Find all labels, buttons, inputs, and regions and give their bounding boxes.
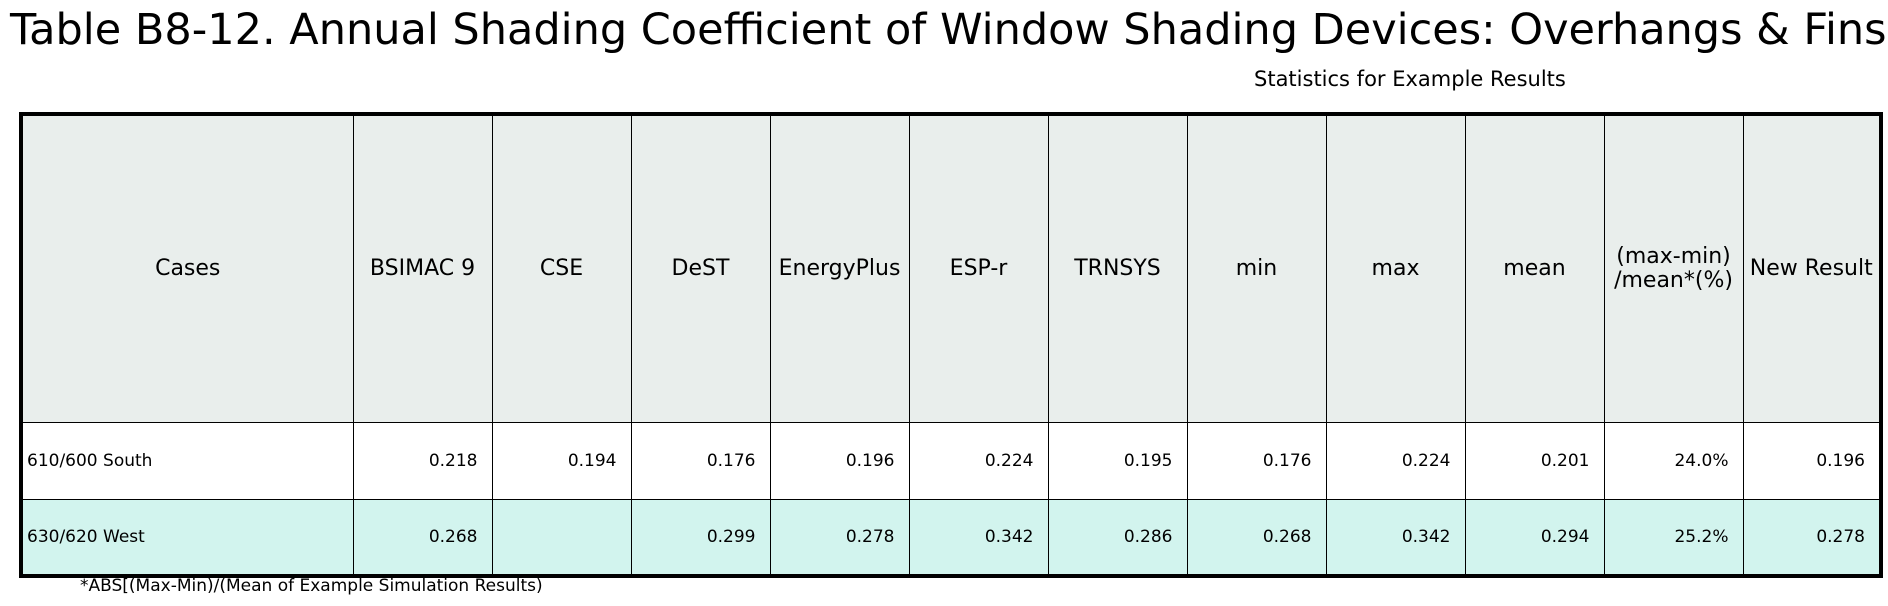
- case-cell: 630/620 West: [20, 499, 354, 577]
- column-header-cases: Cases: [20, 113, 354, 423]
- value-cell: 0.342: [1325, 499, 1466, 577]
- value-cell: 0.224: [908, 422, 1049, 500]
- column-header-trnsys: TRNSYS: [1047, 113, 1188, 423]
- value-cell: 25.2%: [1603, 499, 1744, 577]
- value-cell: 0.176: [630, 422, 771, 500]
- column-header-cse: CSE: [491, 113, 632, 423]
- table-header-row: Cases BSIMAC 9 CSE DeST EnergyPlus ESP-r…: [20, 113, 1882, 423]
- column-header-bsimac: BSIMAC 9: [352, 113, 493, 423]
- value-cell: 0.278: [1742, 499, 1882, 577]
- value-cell: 0.176: [1186, 422, 1327, 500]
- value-cell: 0.294: [1464, 499, 1605, 577]
- value-cell: 0.201: [1464, 422, 1605, 500]
- column-header-dest: DeST: [630, 113, 771, 423]
- column-header-new-result: New Result: [1742, 113, 1882, 423]
- value-cell: 0.196: [769, 422, 910, 500]
- column-header-mean: mean: [1464, 113, 1605, 423]
- column-header-min: min: [1186, 113, 1327, 423]
- value-cell: [491, 499, 632, 577]
- table-row: 610/600 South 0.218 0.194 0.176 0.196 0.…: [20, 422, 1882, 500]
- value-cell: 0.286: [1047, 499, 1188, 577]
- value-cell: 24.0%: [1603, 422, 1744, 500]
- page-title: Table B8-12. Annual Shading Coefficient …: [10, 5, 1887, 55]
- value-cell: 0.196: [1742, 422, 1882, 500]
- value-cell: 0.268: [352, 499, 493, 577]
- value-cell: 0.268: [1186, 499, 1327, 577]
- value-cell: 0.278: [769, 499, 910, 577]
- column-header-max: max: [1325, 113, 1466, 423]
- case-cell: 610/600 South: [20, 422, 354, 500]
- column-header-energyplus: EnergyPlus: [769, 113, 910, 423]
- value-cell: 0.342: [908, 499, 1049, 577]
- value-cell: 0.224: [1325, 422, 1466, 500]
- value-cell: 0.194: [491, 422, 632, 500]
- column-header-esp-r: ESP-r: [908, 113, 1049, 423]
- column-header-range-pct: (max-min) /mean*(%): [1603, 113, 1744, 423]
- value-cell: 0.218: [352, 422, 493, 500]
- table-subtitle: Statistics for Example Results: [1254, 67, 1566, 91]
- value-cell: 0.299: [630, 499, 771, 577]
- table-row: 630/620 West 0.268 0.299 0.278 0.342 0.2…: [20, 499, 1882, 577]
- value-cell: 0.195: [1047, 422, 1188, 500]
- results-table: Cases BSIMAC 9 CSE DeST EnergyPlus ESP-r…: [19, 112, 1883, 578]
- footnote: *ABS[(Max-Min)/(Mean of Example Simulati…: [80, 576, 543, 596]
